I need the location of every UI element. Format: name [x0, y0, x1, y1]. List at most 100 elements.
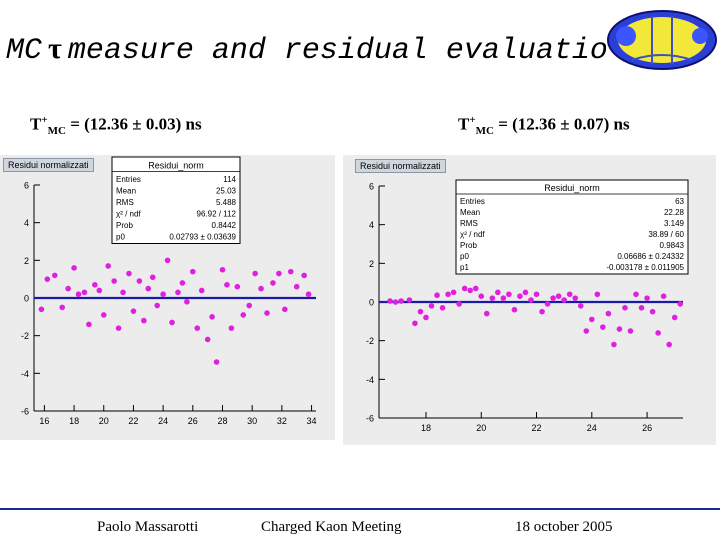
data-point	[478, 293, 485, 299]
data-point	[179, 280, 186, 286]
data-point	[228, 325, 235, 331]
data-point	[258, 285, 264, 292]
histogram-tab[interactable]: Residui normalizzati	[355, 159, 446, 173]
data-point	[605, 310, 612, 317]
data-point	[240, 312, 247, 318]
stats-key: Mean	[116, 187, 136, 196]
data-point	[495, 289, 501, 296]
footer-author: Paolo Massarotti	[97, 519, 199, 535]
stats-key: RMS	[116, 198, 134, 207]
data-point	[213, 359, 220, 365]
data-point	[92, 282, 98, 288]
x-tick-label: 22	[532, 423, 542, 433]
data-point	[246, 302, 253, 309]
stats-key: Mean	[460, 208, 480, 217]
stats-title: Residui_norm	[544, 183, 600, 193]
y-tick-label: 2	[369, 259, 374, 269]
data-point	[115, 325, 122, 331]
data-point	[638, 305, 645, 311]
data-point	[439, 305, 446, 311]
data-point	[86, 321, 92, 328]
x-tick-label: 16	[39, 416, 49, 426]
stats-value: 0.02793 ± 0.03639	[169, 233, 236, 242]
kloe-logo	[606, 10, 718, 70]
footer-divider	[0, 508, 720, 510]
data-point	[511, 306, 518, 313]
stats-key: Prob	[116, 221, 133, 230]
data-point	[649, 308, 656, 315]
data-point	[126, 270, 132, 277]
data-point	[583, 328, 590, 334]
y-tick-label: 0	[24, 294, 29, 304]
data-point	[190, 268, 196, 275]
data-point	[600, 324, 606, 330]
stats-value: 25.03	[216, 187, 237, 196]
residual-plot-right: Residui normalizzati 6 4 2 0 -2 -4 -6 18 20 22 24 2…	[343, 155, 716, 445]
data-point	[483, 310, 490, 317]
stats-value: 0.9843	[660, 241, 685, 250]
x-tick-label: 18	[69, 416, 79, 426]
data-point	[489, 295, 496, 301]
data-point	[456, 301, 462, 307]
data-point	[550, 295, 556, 301]
x-tick-label: 24	[587, 423, 597, 433]
data-point	[96, 287, 103, 294]
data-point	[423, 314, 429, 321]
data-point	[472, 285, 479, 292]
data-point	[164, 257, 171, 264]
y-tick-label: -2	[21, 331, 29, 341]
stats-key: Entries	[460, 197, 485, 206]
data-point	[555, 293, 562, 299]
stats-value: 0.06686 ± 0.24332	[617, 252, 684, 261]
stats-box	[455, 179, 689, 275]
data-point	[671, 314, 678, 321]
data-point	[160, 291, 166, 298]
data-point	[234, 283, 241, 290]
stats-key: Prob	[460, 241, 477, 250]
data-point	[644, 295, 650, 301]
data-point	[392, 299, 399, 305]
data-point	[130, 308, 137, 314]
y-tick-label: -6	[21, 407, 29, 417]
data-point	[611, 341, 617, 348]
data-point	[616, 326, 623, 332]
data-point	[38, 306, 45, 313]
data-point	[522, 289, 529, 296]
data-point	[450, 289, 457, 296]
tau-result-right: T+MC = (12.36 ± 0.07) ns	[458, 114, 630, 138]
x-tick-label: 26	[642, 423, 652, 433]
stats-title: Residui_norm	[148, 161, 204, 171]
data-point	[169, 319, 175, 326]
data-point	[198, 287, 205, 294]
histogram-tab[interactable]: Residui normalizzati	[3, 158, 94, 172]
data-point	[633, 291, 639, 298]
x-tick-label: 20	[99, 416, 109, 426]
data-point	[445, 291, 451, 298]
data-point	[533, 291, 540, 298]
data-point	[270, 280, 276, 286]
stats-key: p0	[460, 252, 469, 261]
x-tick-label: 24	[158, 416, 168, 426]
stats-value: 5.488	[216, 198, 237, 207]
data-point	[517, 293, 523, 299]
data-point	[264, 310, 270, 316]
stats-value: 38.89 / 60	[648, 230, 684, 239]
stats-value: -0.003178 ± 0.011905	[606, 263, 684, 272]
y-tick-label: 4	[369, 220, 374, 230]
data-point	[572, 295, 579, 301]
data-point	[660, 293, 667, 299]
data-point	[622, 305, 628, 311]
y-tick-label: 4	[24, 218, 29, 228]
data-point	[154, 302, 160, 309]
data-point	[539, 308, 545, 315]
stats-key: Entries	[116, 175, 141, 184]
y-tick-label: -4	[366, 375, 374, 385]
x-tick-label: 26	[188, 416, 198, 426]
data-point	[219, 266, 226, 273]
data-point	[461, 285, 468, 292]
y-tick-label: 6	[24, 181, 29, 191]
footer-date: 18 october 2005	[515, 519, 613, 535]
y-tick-label: 6	[369, 182, 374, 192]
